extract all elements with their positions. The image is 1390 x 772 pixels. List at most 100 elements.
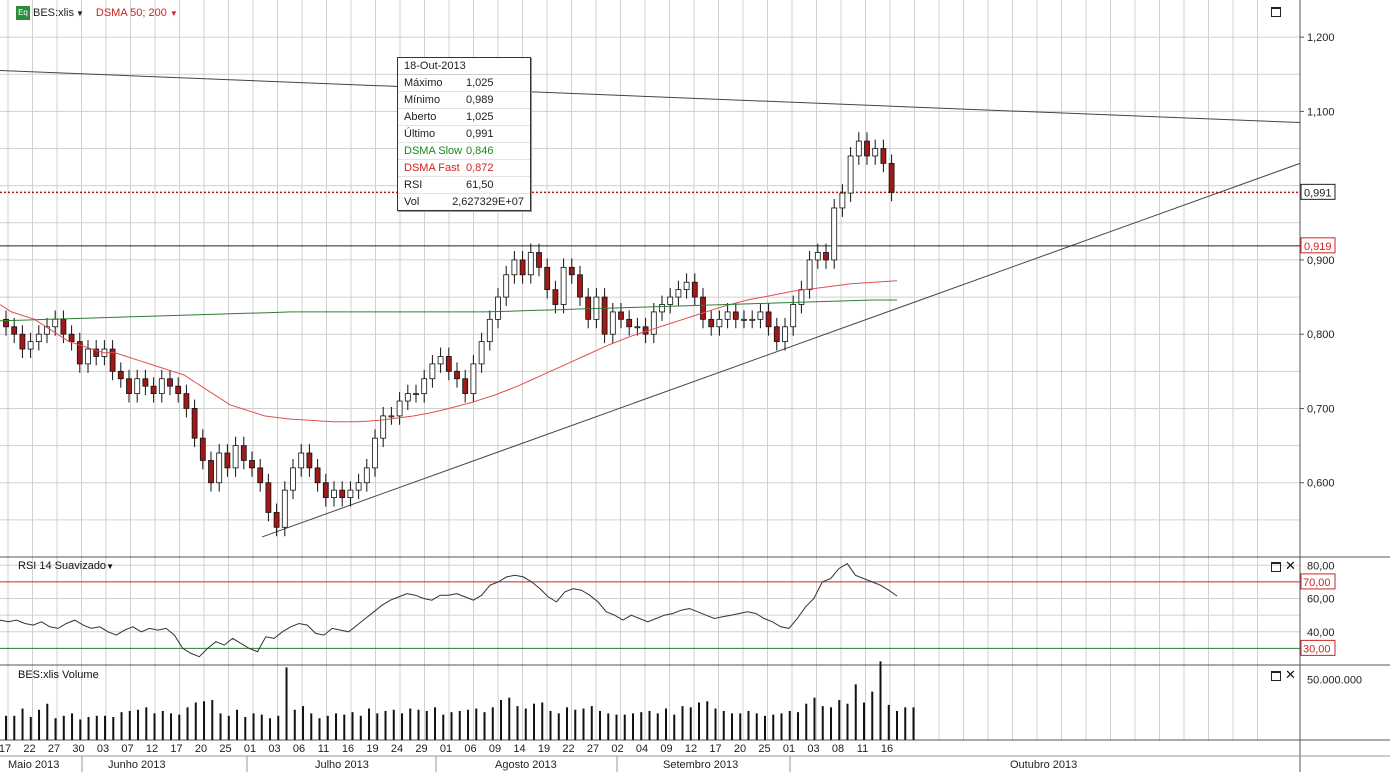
x-day-label: 08 [832, 743, 844, 755]
x-day-label: 22 [562, 743, 574, 755]
tooltip-row: Máximo 1,025 [398, 75, 530, 92]
symbol-selector[interactable]: BES:xlis [33, 7, 74, 19]
candle-body [404, 393, 411, 402]
dsma-fast-line [0, 280, 898, 423]
x-day-label: 14 [513, 743, 525, 755]
candle-body [306, 452, 313, 469]
tooltip-row: Vol 2,627329E+07 [398, 194, 530, 210]
tooltip-label: Último [404, 128, 436, 140]
candle-body [741, 318, 747, 321]
candle-body [872, 148, 879, 157]
chevron-down-icon[interactable]: ▼ [106, 562, 114, 571]
candle-body [183, 393, 190, 409]
x-day-label: 01 [440, 743, 452, 755]
tooltip-value: 1,025 [466, 111, 494, 123]
x-day-label: 12 [685, 743, 697, 755]
support-trendline [261, 162, 1301, 538]
y-tick-label: 1,200 [1307, 32, 1335, 44]
candle-body [27, 341, 34, 350]
candle-body [257, 467, 264, 484]
indicator-selector[interactable]: DSMA 50; 200 [95, 7, 167, 19]
candle-body [265, 482, 272, 513]
close-icon[interactable]: ✕ [1285, 558, 1296, 573]
tooltip-row: DSMA Fast 0,872 [398, 160, 530, 177]
last-price-box [1300, 183, 1336, 200]
candle-body [109, 348, 116, 372]
chevron-down-icon[interactable]: ▼ [75, 8, 84, 18]
volume-panel-title: BES:xlis Volume [18, 669, 99, 681]
maximize-icon[interactable] [1271, 671, 1281, 681]
x-month-label: Setembro 2013 [663, 759, 738, 771]
candle-body [224, 452, 231, 469]
candle-body [757, 311, 764, 320]
tooltip-label: DSMA Fast [404, 162, 460, 174]
x-day-label: 27 [587, 743, 599, 755]
data-tooltip: 18-Out-2013 Máximo 1,025 Mínimo 0,989 Aberto… [397, 57, 531, 211]
candle-body [814, 252, 821, 261]
candle-body [117, 370, 124, 380]
candle-body [683, 281, 690, 291]
candle-body [355, 482, 362, 491]
tooltip-row: Aberto 1,025 [398, 109, 530, 126]
support-level-label: 0,919 [1304, 241, 1332, 253]
x-day-label: 01 [783, 743, 795, 755]
x-month-label: Maio 2013 [8, 759, 59, 771]
candle-body [126, 378, 132, 395]
candle-body [609, 311, 616, 335]
candle-body [806, 259, 813, 291]
maximize-icon[interactable] [1271, 562, 1281, 572]
candle-body [150, 385, 157, 395]
candle-body [134, 378, 141, 395]
candle-body [85, 348, 91, 365]
candle-body [495, 296, 501, 320]
candle-body [142, 378, 149, 387]
x-day-label: 20 [195, 743, 207, 755]
dsma-slow-line [0, 299, 897, 322]
chevron-down-icon[interactable]: ▼ [169, 8, 178, 18]
candle-body [691, 281, 698, 298]
y-tick-label: 0,700 [1307, 403, 1335, 415]
x-day-label: 17 [709, 743, 721, 755]
candle-body [249, 460, 255, 469]
x-month-label: Julho 2013 [315, 759, 369, 771]
candle-body [380, 415, 387, 439]
chart-header: Eq BES:xlis ▼ DSMA 50; 200 ▼ [16, 6, 178, 20]
candle-body [232, 445, 239, 469]
x-day-label: 27 [48, 743, 60, 755]
candle-body [175, 385, 182, 395]
candle-body [35, 333, 42, 343]
candle-body [675, 289, 682, 298]
x-month-label: Junho 2013 [108, 759, 166, 771]
candle-body [429, 363, 436, 380]
candle-body [331, 489, 337, 498]
x-day-label: 24 [391, 743, 403, 755]
close-icon[interactable]: ✕ [1285, 667, 1296, 682]
candle-body [831, 207, 838, 261]
candle-body [577, 274, 583, 298]
candle-body [437, 356, 444, 365]
candle-body [19, 333, 26, 350]
candle-body [773, 326, 780, 343]
candle-body [519, 259, 526, 276]
candle-body [3, 318, 9, 328]
x-day-label: 25 [219, 743, 231, 755]
tooltip-label: Máximo [404, 77, 443, 89]
y-tick-label: 1,100 [1307, 106, 1335, 118]
candle-body [478, 341, 485, 365]
x-day-label: 30 [72, 743, 84, 755]
candle-body [68, 333, 75, 343]
candle-body [216, 452, 223, 484]
maximize-icon[interactable] [1271, 7, 1281, 17]
candle-body [445, 356, 452, 372]
tooltip-value: 0,846 [466, 145, 494, 157]
candle-body [880, 148, 887, 164]
x-day-label: 03 [97, 743, 109, 755]
tooltip-row: Último 0,991 [398, 126, 530, 143]
rsi-panel-title[interactable]: RSI 14 Suavizado▼ [18, 560, 114, 572]
resistance-trendline [0, 70, 1301, 124]
y-tick-label: 0,900 [1307, 255, 1335, 267]
rsi-overbought-label: 70,00 [1303, 577, 1331, 589]
rsi-tick-label: 80,00 [1307, 560, 1335, 572]
candle-body [240, 445, 247, 461]
